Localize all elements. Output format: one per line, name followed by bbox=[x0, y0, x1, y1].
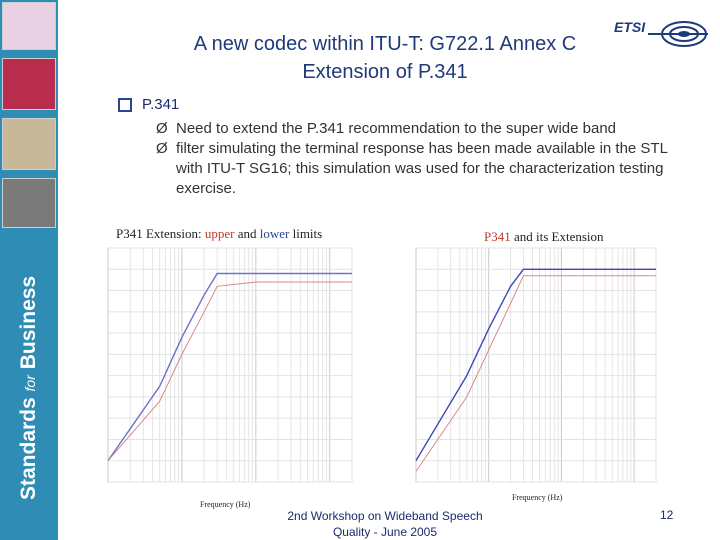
arrow-bullet-icon: Ø bbox=[156, 120, 168, 137]
caption-suffix: limits bbox=[289, 226, 323, 241]
sidebar-text-main: Standards bbox=[17, 397, 40, 500]
chart-right bbox=[415, 247, 657, 483]
footer-line-2: Quality - June 2005 bbox=[332, 525, 438, 539]
title-line-1: A new codec within ITU-T: G722.1 Annex C bbox=[193, 33, 577, 55]
series-line-2 bbox=[415, 275, 656, 472]
plot-area bbox=[415, 247, 657, 483]
chart-left-caption: P341 Extension: upper and lower limits bbox=[116, 226, 322, 242]
chart-right-xlabel: Frequency (Hz) bbox=[512, 493, 563, 502]
chart-right-caption: P341 and its Extension bbox=[484, 229, 604, 245]
series-line-1 bbox=[107, 272, 352, 462]
chart-left bbox=[107, 247, 353, 483]
bullet-main: P.341 bbox=[118, 95, 678, 115]
caption-p341: P341 bbox=[484, 229, 511, 244]
checkbox-bullet-icon bbox=[118, 98, 132, 112]
bullet-main-text: P.341 bbox=[142, 96, 180, 113]
title-line-2: Extension of P.341 bbox=[302, 61, 468, 83]
sidebar-slogan: Standards for Business bbox=[4, 260, 54, 500]
sidebar-text-end: Business bbox=[17, 275, 40, 370]
page-title: A new codec within ITU-T: G722.1 Annex C… bbox=[100, 30, 670, 86]
caption-lower: lower bbox=[259, 226, 290, 241]
series-line-2 bbox=[107, 281, 352, 462]
sidebar-text-for: for bbox=[22, 375, 38, 392]
caption-extension: and its Extension bbox=[510, 229, 604, 244]
caption-upper: upper bbox=[204, 226, 235, 241]
etsi-logo-icon: ETSI bbox=[614, 19, 708, 47]
logo-text: ETSI bbox=[614, 19, 646, 35]
series-line-1 bbox=[415, 268, 656, 462]
caption-mid: and bbox=[234, 226, 260, 241]
bullet-sub-1-text: Need to extend the P.341 recommendation … bbox=[176, 120, 617, 137]
arrow-bullet-icon: Ø bbox=[156, 140, 168, 157]
sidebar-image-1 bbox=[2, 2, 56, 50]
sidebar-image-2 bbox=[2, 58, 56, 110]
sidebar-image-3 bbox=[2, 118, 56, 170]
chart-left-xlabel: Frequency (Hz) bbox=[200, 500, 251, 509]
plot-area bbox=[107, 247, 353, 483]
bullet-list: P.341 Ø Need to extend the P.341 recomme… bbox=[118, 95, 678, 199]
footer: 2nd Workshop on Wideband Speech Quality … bbox=[260, 508, 510, 540]
bullet-sub-1: Ø Need to extend the P.341 recommendatio… bbox=[118, 119, 678, 139]
sidebar-image-4 bbox=[2, 178, 56, 228]
sidebar: Standards for Business bbox=[0, 0, 58, 540]
bullet-sub-2: Ø filter simulating the terminal respons… bbox=[118, 139, 678, 199]
caption-prefix: P341 Extension: bbox=[116, 226, 205, 241]
footer-line-1: 2nd Workshop on Wideband Speech bbox=[287, 509, 483, 523]
bullet-sub-2-text: filter simulating the terminal response … bbox=[176, 140, 668, 197]
page-number: 12 bbox=[660, 508, 674, 522]
